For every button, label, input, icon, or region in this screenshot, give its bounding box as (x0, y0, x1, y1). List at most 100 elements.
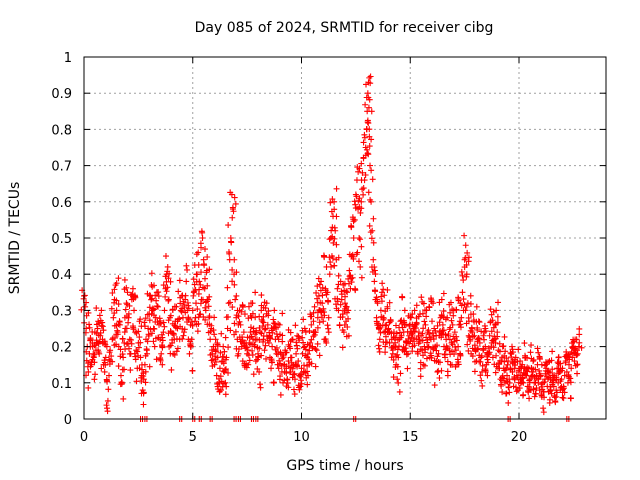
data-point (530, 356, 537, 363)
data-point (137, 316, 144, 323)
data-point (241, 311, 248, 318)
data-point (122, 306, 129, 313)
data-point (416, 338, 423, 345)
data-point (357, 209, 364, 216)
data-point (574, 361, 581, 368)
data-point (269, 329, 276, 336)
data-point (345, 332, 352, 339)
data-point (426, 304, 433, 311)
data-point (455, 343, 462, 350)
data-point (171, 303, 178, 310)
data-point (485, 351, 492, 358)
data-point (221, 348, 228, 355)
data-point (117, 372, 124, 379)
data-point (305, 372, 312, 379)
data-point (500, 375, 507, 382)
data-point (175, 316, 182, 323)
data-point (521, 340, 528, 347)
data-point (310, 333, 317, 340)
data-point (503, 390, 510, 397)
data-point (91, 359, 98, 366)
data-point (344, 289, 351, 296)
data-point (267, 335, 274, 342)
data-point (419, 310, 426, 317)
data-point (149, 330, 155, 337)
data-point (301, 325, 308, 332)
data-point (193, 278, 200, 285)
data-point (292, 322, 299, 329)
data-point (406, 321, 413, 328)
data-point (422, 307, 429, 314)
data-point (193, 271, 200, 278)
data-point (421, 362, 428, 369)
data-point (425, 343, 432, 350)
data-point (223, 314, 230, 321)
data-point (85, 384, 92, 391)
data-point (125, 345, 132, 352)
data-point (467, 300, 474, 307)
x-axis-label: GPS time / hours (286, 458, 403, 474)
data-point (279, 332, 286, 339)
data-point (392, 364, 399, 371)
data-point (329, 224, 336, 231)
data-point (493, 352, 500, 359)
data-point (200, 284, 207, 291)
data-point (505, 383, 512, 390)
data-point (114, 331, 121, 338)
data-point (337, 301, 344, 308)
data-point (313, 347, 320, 354)
data-point (306, 347, 313, 354)
data-point (558, 367, 565, 374)
data-point (569, 354, 576, 361)
data-point (252, 289, 259, 296)
data-point (349, 274, 356, 281)
data-point (218, 358, 225, 365)
data-point (578, 344, 585, 351)
data-point (352, 285, 359, 292)
data-point (99, 323, 106, 330)
data-point (123, 284, 130, 291)
data-point (365, 189, 372, 196)
data-point (276, 357, 283, 364)
data-point (229, 214, 236, 221)
data-point (401, 321, 408, 328)
data-point (459, 289, 466, 296)
data-point (260, 338, 267, 345)
data-point (181, 304, 188, 311)
data-point (489, 354, 496, 361)
data-point (561, 372, 568, 379)
x-tick-label: 15 (402, 430, 419, 445)
data-point (327, 235, 334, 241)
data-point (412, 321, 419, 328)
data-point (258, 302, 265, 309)
data-point (402, 345, 409, 352)
data-point (227, 299, 234, 306)
data-point (106, 372, 113, 379)
data-point (135, 344, 142, 351)
data-point (151, 325, 158, 332)
data-point (465, 332, 472, 339)
data-point (119, 366, 126, 373)
data-point (150, 338, 157, 345)
data-point (451, 338, 458, 345)
data-point (429, 318, 435, 325)
data-point (155, 289, 162, 296)
data-point (367, 162, 374, 169)
data-point (377, 329, 384, 336)
data-point (288, 359, 295, 366)
data-point (425, 327, 432, 334)
data-point (448, 361, 455, 368)
data-point (572, 336, 579, 343)
data-point (411, 342, 418, 349)
data-point (129, 285, 136, 292)
data-point (353, 193, 360, 200)
data-point (471, 346, 478, 353)
data-point (441, 351, 448, 358)
data-point (531, 393, 538, 400)
data-point (536, 356, 543, 363)
data-point (490, 308, 497, 315)
data-point (349, 251, 356, 258)
data-point (390, 356, 397, 363)
data-point (375, 342, 382, 349)
data-point (195, 261, 202, 268)
